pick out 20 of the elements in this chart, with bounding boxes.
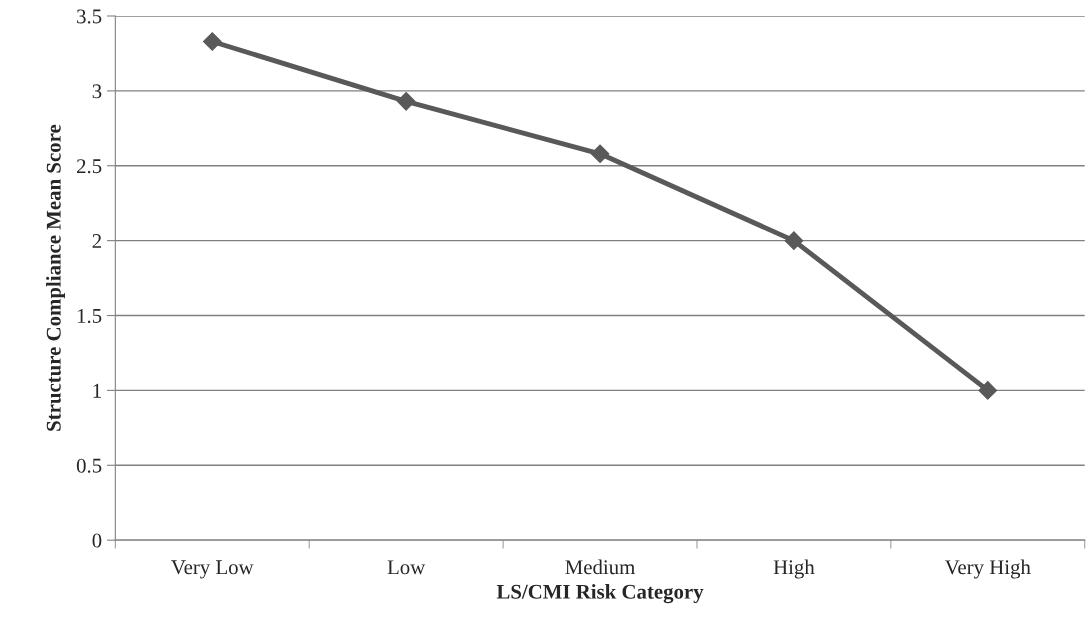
point — [784, 231, 804, 250]
y-tick-label: 0.5 — [76, 458, 102, 473]
x-tick-label: High — [773, 559, 815, 579]
x-tick-label: Medium — [565, 559, 635, 575]
y-tick-label: 1.5 — [77, 308, 102, 324]
y-tick-label: 3 — [92, 84, 102, 99]
y-tick-label: 0 — [92, 533, 102, 548]
y-tick-label: 3.5 — [77, 9, 102, 24]
x-axis-title: LS/CMI Risk Category — [496, 584, 704, 604]
point — [202, 32, 222, 51]
point — [396, 92, 416, 111]
x-tick-label: Very High — [944, 559, 1031, 579]
x-tick-label: Low — [387, 560, 426, 575]
y-axis-title: Structure Compliance Mean Score — [46, 124, 65, 431]
y-tick-label: 1 — [93, 383, 101, 398]
point — [978, 381, 998, 400]
point — [590, 144, 610, 164]
y-tick-label: 2 — [92, 234, 101, 248]
x-tick-label: Very Low — [171, 560, 254, 579]
y-tick-label: 2.5 — [77, 159, 102, 174]
